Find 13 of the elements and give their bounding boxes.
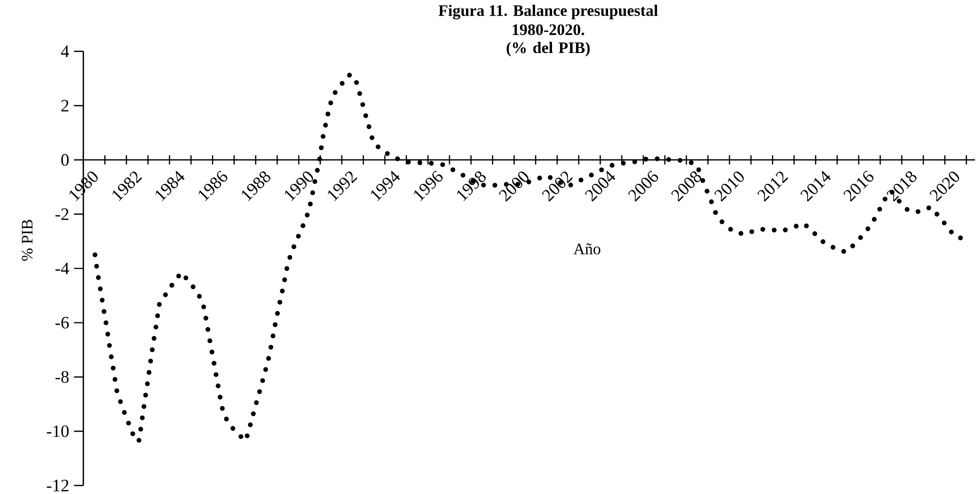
x-axis-title: Año bbox=[574, 243, 600, 254]
y-tick-label: -6 bbox=[56, 316, 69, 328]
y-tick-label: 4 bbox=[60, 46, 70, 57]
chart-title: Figura 11. Balance presupuestal bbox=[438, 4, 658, 20]
y-tick-label: -8 bbox=[56, 371, 69, 383]
y-tick-label: -10 bbox=[46, 425, 69, 438]
y-tick-label: -4 bbox=[56, 262, 70, 274]
y-tick-label: 2 bbox=[61, 100, 68, 112]
y-tick-label: -12 bbox=[46, 480, 68, 492]
y-axis-title: % PIB bbox=[22, 220, 33, 261]
y-tick-label: -2 bbox=[56, 208, 68, 220]
y-tick-label: 0 bbox=[61, 154, 69, 166]
chart-subtitle: 1980-2020. (% del PIB) bbox=[506, 24, 590, 56]
